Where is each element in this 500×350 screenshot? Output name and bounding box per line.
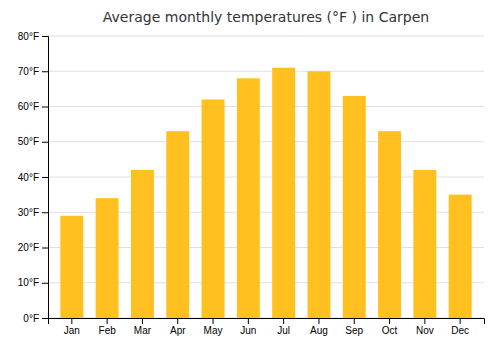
tick: 10°F <box>18 277 48 288</box>
tick-mark <box>318 318 319 324</box>
tick-label: Dec <box>451 325 469 336</box>
tick-label: Aug <box>310 325 328 336</box>
tick-label: Mar <box>134 325 152 336</box>
tick: 70°F <box>18 66 48 77</box>
tick-mark <box>71 318 72 324</box>
tick-label: 0°F <box>23 313 39 324</box>
tick-label: Jan <box>64 325 80 336</box>
tick-mark <box>177 318 178 324</box>
tick-mark <box>142 318 143 324</box>
tick-mark <box>248 318 249 324</box>
tick-mark <box>42 212 48 213</box>
tick: 80°F <box>18 31 48 42</box>
tick-mark <box>389 318 390 324</box>
tick-mark <box>42 318 48 319</box>
tick-mark <box>283 318 284 324</box>
tick-label: Oct <box>382 325 398 336</box>
tick-label: 30°F <box>18 207 39 218</box>
x-axis: Jan Feb Mar Apr May Jun Jul Aug Sep Oct Nov Dec <box>49 318 485 336</box>
bar <box>237 78 260 318</box>
tick-label: 40°F <box>18 172 39 183</box>
bar <box>378 131 401 318</box>
tick-label: 50°F <box>18 136 39 147</box>
tick-mark <box>213 318 214 324</box>
bar <box>343 96 366 318</box>
chart: 0°F 10°F 20°F 30°F 40°F 50°F 60°F 70°F 80°F Jan Fe… <box>0 0 500 350</box>
tick-label: 20°F <box>18 242 39 253</box>
tick: Jan <box>64 318 80 336</box>
bar <box>166 131 189 318</box>
bar <box>131 170 154 318</box>
tick-mark <box>424 318 425 324</box>
tick-label: 80°F <box>18 31 39 42</box>
tick: Oct <box>382 318 398 336</box>
axis-line <box>42 37 49 319</box>
tick: Nov <box>416 318 434 336</box>
title: Average monthly temperatures (°F ) in Ca… <box>103 9 429 25</box>
tick: Dec <box>451 318 469 336</box>
tick: Aug <box>310 318 328 336</box>
grid-line <box>48 106 484 107</box>
tick-label: Apr <box>170 325 186 336</box>
bars <box>60 68 471 318</box>
tick-mark <box>354 318 355 324</box>
tick: Feb <box>99 318 117 336</box>
tick: 40°F <box>18 172 48 183</box>
tick-label: Jul <box>277 325 290 336</box>
tick-mark <box>42 248 48 249</box>
tick: Mar <box>134 318 152 336</box>
tick-mark <box>42 142 48 143</box>
grid-line <box>48 36 484 37</box>
tick-mark <box>42 107 48 108</box>
tick: 60°F <box>18 101 48 112</box>
tick-label: 10°F <box>18 277 39 288</box>
grid-line <box>48 141 484 142</box>
plot: 0°F 10°F 20°F 30°F 40°F 50°F 60°F 70°F 80°F Jan Fe… <box>18 31 485 336</box>
bar <box>60 216 83 318</box>
bar <box>272 68 295 318</box>
tick-mark <box>42 283 48 284</box>
bar <box>96 198 119 318</box>
bar <box>202 99 225 318</box>
tick: Jul <box>277 318 290 336</box>
tick-mark <box>42 36 48 37</box>
bar <box>449 195 472 318</box>
tick: 30°F <box>18 207 48 218</box>
tick: Sep <box>345 318 363 336</box>
tick-label: 70°F <box>18 66 39 77</box>
tick-label: May <box>204 325 223 336</box>
tick-mark <box>460 318 461 324</box>
tick: 0°F <box>23 313 48 324</box>
grid-line <box>48 71 484 72</box>
tick: 20°F <box>18 242 48 253</box>
tick: Jun <box>240 318 256 336</box>
tick-label: Sep <box>345 325 363 336</box>
tick-label: Feb <box>99 325 117 336</box>
tick: May <box>204 318 223 336</box>
grid <box>48 36 484 318</box>
tick-mark <box>42 177 48 178</box>
tick-label: Jun <box>240 325 256 336</box>
tick-label: Nov <box>416 325 434 336</box>
y-axis: 0°F 10°F 20°F 30°F 40°F 50°F 60°F 70°F 80°F <box>18 31 49 324</box>
tick-mark <box>42 71 48 72</box>
bar <box>413 170 436 318</box>
bar <box>307 71 330 318</box>
tick-mark <box>107 318 108 324</box>
tick: Apr <box>170 318 186 336</box>
tick: 50°F <box>18 136 48 147</box>
tick-label: 60°F <box>18 101 39 112</box>
axis-line <box>49 319 485 325</box>
